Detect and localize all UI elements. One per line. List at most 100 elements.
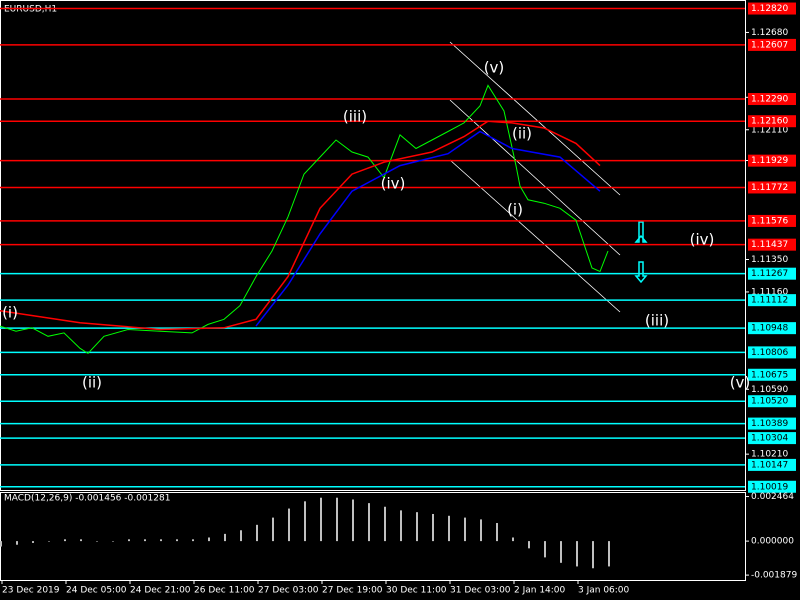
- level-label: 1.11437: [751, 240, 788, 250]
- level-label-box: [748, 346, 796, 359]
- y-tick-label: 1.11350: [751, 255, 788, 265]
- x-tick-label: 3 Jan 06:00: [578, 586, 630, 596]
- macd-bar: [544, 541, 546, 558]
- level-label-box: [748, 267, 796, 280]
- macd-y-tick-label: 0.002464: [751, 492, 794, 502]
- macd-bar: [448, 515, 450, 542]
- macd-bar: [480, 519, 482, 542]
- macd-bar: [368, 503, 370, 542]
- level-label-box: [748, 458, 796, 471]
- macd-bar: [592, 541, 594, 569]
- macd-bar: [96, 541, 98, 542]
- level-label: 1.11772: [751, 183, 788, 193]
- level-label: 1.11576: [751, 216, 788, 226]
- price-frame: [0, 0, 746, 491]
- macd-bar: [256, 524, 258, 542]
- level-label-box: [748, 368, 796, 381]
- wave-label: (i): [507, 201, 523, 219]
- y-tick-label: 1.12680: [751, 28, 788, 38]
- macd-bar: [576, 541, 578, 567]
- macd-title: MACD(12,26,9) -0.001456 -0.001281: [4, 494, 170, 504]
- x-tick-label: 27 Dec 03:00: [258, 586, 319, 596]
- level-label: 1.10948: [751, 324, 788, 334]
- macd-bar: [496, 523, 498, 542]
- up-arrow: [634, 221, 648, 243]
- level-label-box: [748, 294, 796, 307]
- wave-label: (iii): [343, 108, 367, 126]
- macd-bar: [336, 497, 338, 542]
- wave-label: (iii): [645, 312, 669, 330]
- y-tick-label: 1.10210: [751, 450, 788, 460]
- channel-line: [449, 41, 621, 196]
- level-label: 1.10806: [751, 348, 788, 358]
- macd-bar: [160, 539, 162, 542]
- x-tick-label: 24 Dec 05:00: [66, 586, 127, 596]
- symbol-title: EURUSD,H1: [4, 5, 57, 15]
- level-label-box: [748, 417, 796, 430]
- level-label: 1.12160: [751, 117, 788, 127]
- level-label-box: [748, 115, 796, 128]
- x-tick-label: 23 Dec 2019: [2, 586, 60, 596]
- macd-bar: [352, 499, 354, 542]
- level-label-box: [748, 322, 796, 335]
- x-tick-label: 2 Jan 14:00: [514, 586, 566, 596]
- x-tick-label: 30 Dec 11:00: [386, 586, 447, 596]
- wave-label: (iv): [690, 231, 715, 249]
- y-tick-label: 1.10590: [751, 385, 788, 395]
- macd-bar: [384, 506, 386, 542]
- macd-bar: [560, 541, 562, 563]
- macd-bar: [272, 517, 274, 542]
- level-label: 1.10675: [751, 370, 788, 380]
- price-line: [0, 84, 609, 355]
- level-label-box: [748, 154, 796, 167]
- macd-bar: [48, 541, 50, 542]
- level-label-box: [748, 38, 796, 51]
- macd-bar: [176, 539, 178, 542]
- level-label: 1.11929: [751, 156, 788, 166]
- macd-bar: [64, 539, 66, 542]
- macd-bar: [16, 541, 18, 545]
- macd-bar: [224, 533, 226, 542]
- level-label: 1.11112: [751, 296, 788, 306]
- level-label-box: [748, 214, 796, 227]
- macd-bar: [288, 508, 290, 542]
- macd-bar: [128, 539, 130, 542]
- macd-bar: [400, 510, 402, 542]
- x-tick-label: 27 Dec 19:00: [322, 586, 383, 596]
- wave-label: (v): [484, 59, 505, 77]
- macd-bar: [192, 539, 194, 542]
- macd-bar: [512, 537, 514, 542]
- level-label-box: [748, 432, 796, 445]
- macd-bar: [320, 497, 322, 542]
- price-line: [255, 130, 601, 327]
- wave-label: (ii): [82, 374, 102, 392]
- level-label-box: [748, 395, 796, 408]
- y-tick-label: 1.12110: [751, 125, 788, 135]
- price-line: [0, 120, 601, 331]
- macd-bar: [240, 530, 242, 542]
- level-label-box: [748, 238, 796, 251]
- level-label: 1.12607: [751, 40, 788, 50]
- wave-label: (ii): [512, 125, 532, 143]
- wave-label: (iv): [381, 175, 406, 193]
- macd-bar: [416, 512, 418, 542]
- channel-line: [449, 99, 621, 256]
- level-label: 1.12820: [751, 4, 788, 14]
- macd-y-tick-label: 0.000000: [751, 537, 794, 547]
- level-label: 1.10304: [751, 434, 788, 444]
- x-tick-label: 26 Dec 11:00: [194, 586, 255, 596]
- level-label: 1.12290: [751, 95, 788, 105]
- level-label-box: [748, 2, 796, 15]
- macd-bar: [0, 541, 2, 547]
- channel-line: [449, 159, 621, 313]
- level-label: 1.10019: [751, 482, 788, 492]
- level-label-box: [748, 181, 796, 194]
- macd-bar: [304, 501, 306, 542]
- level-label: 1.11267: [751, 269, 788, 279]
- macd-bar: [528, 541, 530, 549]
- macd-y-tick-label: -0.001879: [751, 571, 797, 581]
- macd-bar: [144, 539, 146, 542]
- macd-frame: [0, 492, 746, 581]
- macd-bar: [464, 517, 466, 542]
